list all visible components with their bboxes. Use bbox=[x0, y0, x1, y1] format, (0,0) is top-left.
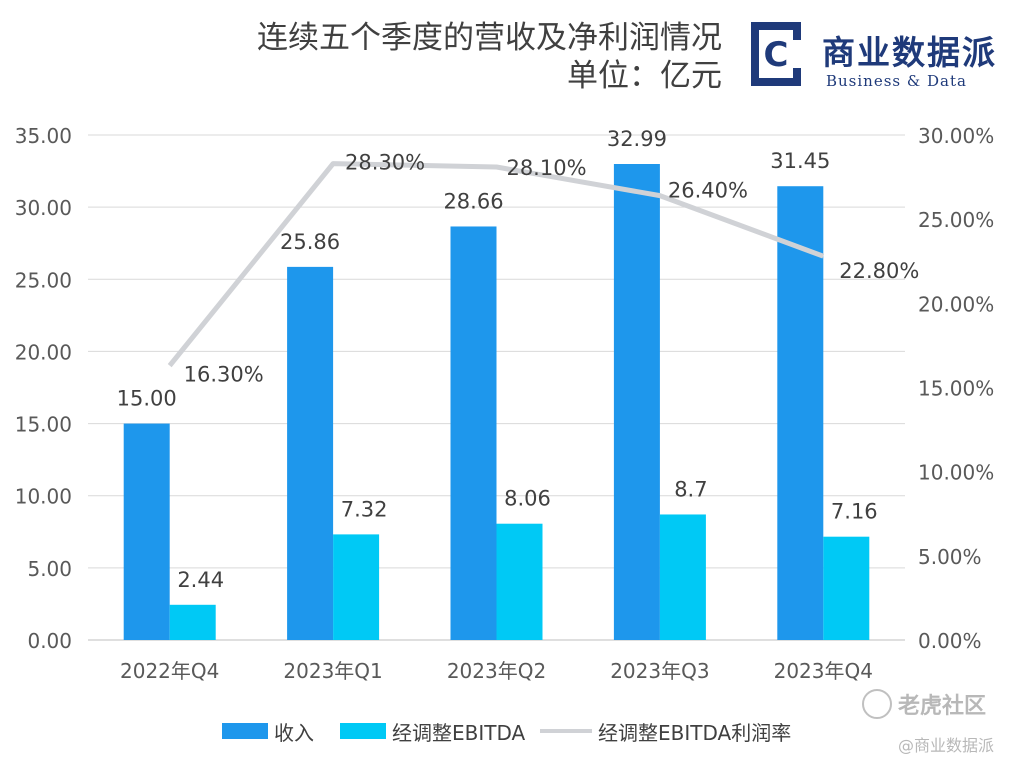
watermark-site-text: 老虎社区 bbox=[898, 694, 987, 719]
y-right-tick-label: 30.00% bbox=[918, 124, 994, 148]
bar-ebitda bbox=[333, 534, 380, 640]
x-tick-label: 2023年Q2 bbox=[447, 659, 546, 683]
data-label-revenue: 32.99 bbox=[607, 127, 667, 151]
y-left-tick-label: 25.00 bbox=[15, 268, 72, 292]
brand-logo-icon: C bbox=[751, 22, 801, 86]
bar-ebitda bbox=[496, 523, 543, 640]
bar-revenue bbox=[287, 266, 334, 640]
data-label-margin: 26.40% bbox=[668, 179, 748, 203]
watermark-handle: @商业数据派 bbox=[898, 736, 995, 755]
legend-label-ebitda: 经调整EBITDA bbox=[392, 720, 526, 745]
y-left-tick-label: 0.00 bbox=[27, 629, 72, 653]
data-label-margin: 22.80% bbox=[839, 259, 919, 283]
brand-name: 商业数据派 bbox=[822, 33, 997, 72]
x-tick-label: 2022年Q4 bbox=[120, 659, 219, 683]
data-label-revenue: 28.66 bbox=[443, 189, 503, 213]
data-label-ebitda: 2.44 bbox=[177, 568, 224, 592]
legend-item-revenue: 收入 bbox=[222, 714, 314, 748]
legend: 收入 经调整EBITDA 经调整EBITDA利润率 bbox=[0, 714, 1024, 748]
y-left-tick-label: 35.00 bbox=[15, 124, 72, 148]
legend-swatch-margin bbox=[540, 729, 592, 733]
data-label-ebitda: 7.32 bbox=[341, 497, 388, 521]
y-right-tick-label: 20.00% bbox=[918, 292, 994, 316]
brand-tagline: Business & Data bbox=[826, 72, 967, 90]
tiger-logo-icon bbox=[862, 689, 892, 719]
bar-revenue bbox=[123, 423, 170, 640]
y-right-tick-label: 5.00% bbox=[918, 545, 982, 569]
y-left-tick-label: 5.00 bbox=[27, 557, 72, 581]
data-label-margin: 28.10% bbox=[506, 156, 586, 180]
y-right-tick-label: 10.00% bbox=[918, 461, 994, 485]
watermark-site: 老虎社区 bbox=[862, 688, 986, 720]
line-margin bbox=[167, 161, 825, 368]
legend-item-margin: 经调整EBITDA利润率 bbox=[540, 714, 791, 748]
bar-revenue bbox=[777, 186, 824, 640]
chart-title: 连续五个季度的营收及净利润情况 bbox=[257, 20, 722, 56]
data-label-ebitda: 8.7 bbox=[674, 477, 707, 501]
data-label-revenue: 15.00 bbox=[117, 387, 177, 411]
y-right-tick-label: 15.00% bbox=[918, 377, 994, 401]
x-tick-label: 2023年Q1 bbox=[283, 659, 382, 683]
x-tick-label: 2023年Q4 bbox=[774, 659, 873, 683]
data-label-ebitda: 8.06 bbox=[504, 487, 551, 511]
logo-letter: C bbox=[764, 35, 789, 75]
y-left-tick-label: 30.00 bbox=[15, 196, 72, 220]
data-label-revenue: 31.45 bbox=[770, 149, 830, 173]
data-label-revenue: 25.86 bbox=[280, 230, 340, 254]
data-label-margin: 28.30% bbox=[345, 151, 425, 175]
bar-ebitda bbox=[823, 536, 870, 640]
bar-ebitda bbox=[169, 604, 216, 640]
x-tick-label: 2023年Q3 bbox=[610, 659, 709, 683]
data-label-margin: 16.30% bbox=[184, 363, 264, 387]
y-left-tick-label: 10.00 bbox=[15, 485, 72, 509]
legend-label-revenue: 收入 bbox=[274, 720, 314, 745]
legend-swatch-revenue bbox=[222, 723, 268, 739]
y-right-tick-label: 25.00% bbox=[918, 208, 994, 232]
legend-label-margin: 经调整EBITDA利润率 bbox=[598, 720, 792, 745]
y-left-tick-label: 20.00 bbox=[15, 340, 72, 364]
chart-unit: 单位：亿元 bbox=[567, 58, 722, 94]
bar-ebitda bbox=[659, 514, 706, 640]
y-right-tick-label: 0.00% bbox=[918, 629, 982, 653]
legend-item-ebitda: 经调整EBITDA bbox=[340, 714, 525, 748]
legend-swatch-ebitda bbox=[340, 723, 386, 739]
data-label-ebitda: 7.16 bbox=[831, 500, 878, 524]
bar-revenue bbox=[450, 226, 497, 640]
bar-revenue bbox=[613, 164, 660, 640]
y-left-tick-label: 15.00 bbox=[15, 413, 72, 437]
